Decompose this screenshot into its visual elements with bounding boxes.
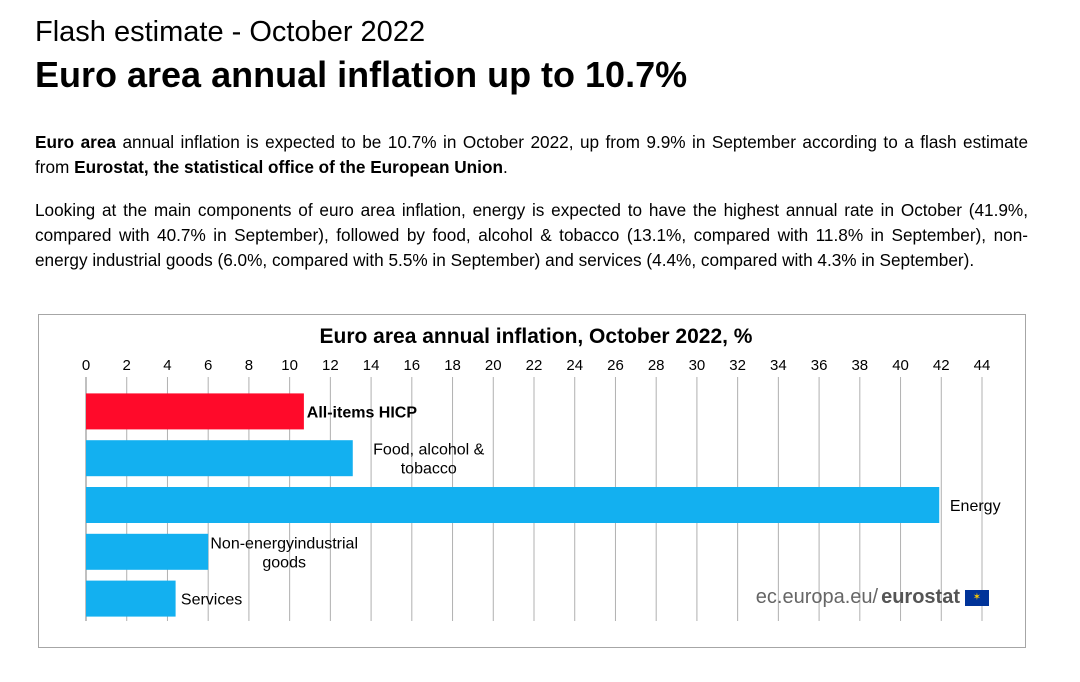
chart-panel: Euro area annual inflation, October 2022… (38, 314, 1026, 648)
page-title: Euro area annual inflation up to 10.7% (35, 54, 688, 95)
bar (86, 533, 209, 570)
x-tick-label: 26 (607, 357, 624, 374)
x-tick-label: 6 (204, 357, 212, 374)
intro-text-1: annual inflation is expected to be 10.7%… (35, 132, 1028, 177)
bar (86, 393, 304, 430)
x-tick-label: 8 (245, 357, 253, 374)
x-tick-label: 2 (123, 357, 131, 374)
x-tick-label: 20 (485, 357, 502, 374)
intro-text-2: . (502, 157, 508, 177)
components-paragraph: Looking at the main components of euro a… (35, 200, 1028, 270)
x-tick-label: 24 (566, 357, 583, 374)
eu-flag-icon: ✶ (965, 589, 989, 606)
eurostat-bold: Eurostat, the statistical office of the … (74, 157, 503, 177)
x-tick-label: 32 (729, 357, 746, 374)
x-tick-label: 34 (770, 357, 787, 374)
bar-category-label: Non-energyindustrial (210, 535, 358, 552)
x-tick-label: 40 (892, 357, 909, 374)
bar-category-label: Energy (950, 498, 1001, 515)
bar-category-label: goods (262, 554, 306, 571)
bar-category-label: Food, alcohol & (373, 442, 485, 459)
x-tick-label: 4 (163, 357, 171, 374)
source-brand: eurostat (881, 586, 960, 608)
x-tick-label: 22 (526, 357, 543, 374)
x-tick-label: 14 (363, 357, 380, 374)
inflation-bar-chart: Euro area annual inflation, October 2022… (82, 325, 1001, 621)
x-tick-label: 42 (933, 357, 950, 374)
x-tick-label: 44 (974, 357, 991, 374)
euro-area-bold: Euro area (35, 132, 116, 152)
x-tick-label: 28 (648, 357, 665, 374)
intro-paragraph: Euro area annual inflation is expected t… (35, 130, 1028, 180)
bar (86, 440, 353, 477)
bar (86, 487, 940, 523)
page-subtitle: Flash estimate - October 2022 (35, 16, 426, 48)
x-tick-label: 16 (403, 357, 420, 374)
x-tick-label: 0 (82, 357, 90, 374)
x-tick-label: 10 (281, 357, 298, 374)
x-tick-label: 12 (322, 357, 339, 374)
bar-category-label: All-items HICP (307, 404, 418, 421)
x-tick-label: 30 (689, 357, 706, 374)
x-tick-label: 18 (444, 357, 461, 374)
bar-category-label: tobacco (401, 461, 457, 478)
source-credit: ec.europa.eu/eurostat ✶ (756, 586, 989, 609)
x-tick-label: 38 (851, 357, 868, 374)
source-domain: ec.europa.eu/ (755, 586, 879, 608)
bar-category-label: Services (181, 592, 242, 609)
bar (86, 580, 176, 617)
chart-title: Euro area annual inflation, October 2022… (320, 325, 753, 348)
x-tick-label: 36 (811, 357, 828, 374)
